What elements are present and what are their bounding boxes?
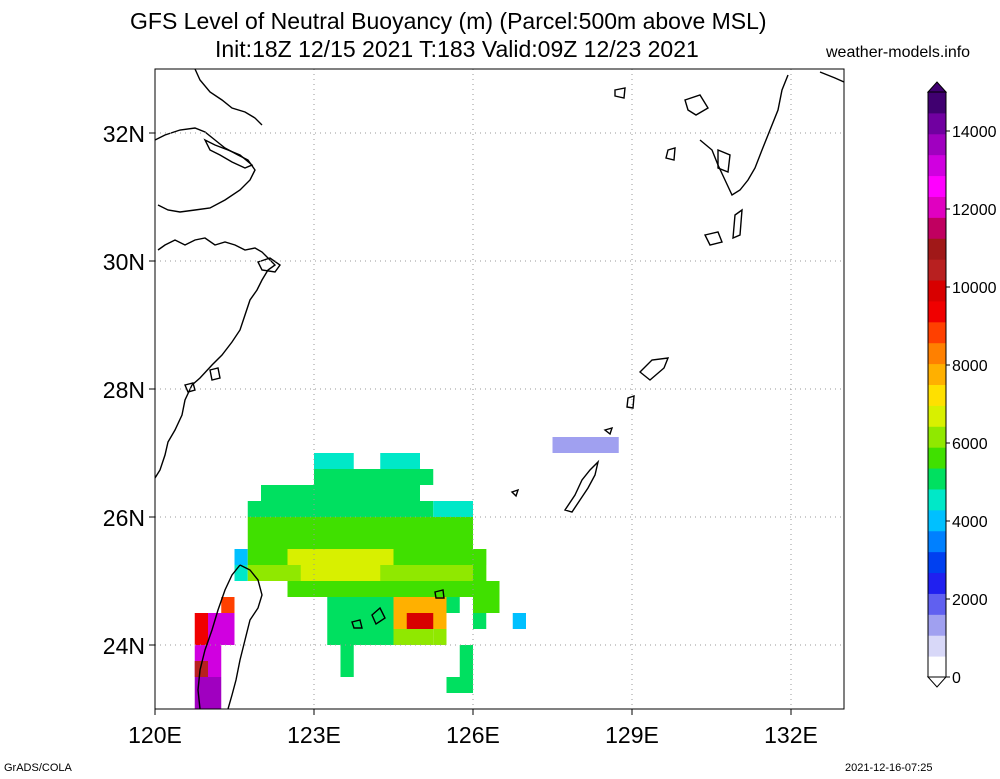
- colorbar-swatch: [928, 196, 946, 218]
- buoyancy-cell: [380, 453, 420, 469]
- buoyancy-cell: [314, 453, 354, 469]
- buoyancy-cell: [393, 629, 434, 645]
- kyushu-coastline: [699, 74, 789, 197]
- buoyancy-cell: [473, 613, 487, 629]
- lon-tick-label: 123E: [287, 722, 341, 748]
- lon-tick-label: 129E: [605, 722, 659, 748]
- colorbar-swatch: [928, 530, 946, 553]
- colorbar-swatch: [928, 405, 946, 427]
- buoyancy-cell: [194, 661, 208, 677]
- colorbar-swatch: [928, 238, 946, 260]
- buoyancy-cell: [367, 469, 434, 485]
- lon-tick-label: 120E: [128, 722, 182, 748]
- buoyancy-field: [194, 437, 619, 709]
- buoyancy-cell: [247, 501, 434, 517]
- colorbar-swatch: [928, 92, 946, 114]
- buoyancy-cell: [340, 645, 354, 677]
- buoyancy-cell: [287, 581, 487, 597]
- axis-labels: 120E 123E 126E 129E 132E 24N 26N 28N 30N 32N: [103, 121, 818, 748]
- yangtze-estuary: [203, 138, 254, 169]
- buoyancy-cell: [194, 613, 208, 645]
- colorbar-swatch: [928, 133, 946, 156]
- colorbar-tick-label: 4000: [952, 514, 988, 531]
- colorbar-max-arrow: [926, 81, 948, 93]
- source-label: weather-models.info: [826, 44, 971, 61]
- buoyancy-cell: [261, 485, 420, 501]
- colorbar-swatch: [928, 384, 946, 406]
- colorbar-swatch: [928, 572, 946, 594]
- colorbar-min-arrow: [926, 676, 948, 688]
- buoyancy-cell: [300, 565, 381, 581]
- lon-tick-label: 132E: [764, 722, 818, 748]
- colorbar-swatch: [928, 426, 946, 448]
- colorbar-swatch: [928, 321, 946, 344]
- buoyancy-cell: [433, 501, 473, 517]
- colorbar-swatch: [928, 488, 946, 511]
- colorbar-swatch: [928, 593, 946, 615]
- lat-tick-label: 28N: [103, 377, 145, 403]
- buoyancy-cell: [314, 469, 381, 485]
- buoyancy-cell: [433, 629, 447, 645]
- colorbar-tick-label: 10000: [952, 280, 997, 297]
- buoyancy-cell: [552, 437, 619, 453]
- lat-tick-label: 26N: [103, 505, 145, 531]
- colorbar-swatch: [928, 259, 946, 281]
- buoyancy-cell: [234, 565, 248, 581]
- buoyancy-cell: [234, 549, 248, 565]
- okinawa-coastline: [563, 459, 600, 513]
- buoyancy-cell: [287, 549, 394, 565]
- colorbar-swatch: [928, 175, 946, 197]
- colorbar-swatch: [928, 154, 946, 177]
- buoyancy-cell: [327, 629, 394, 645]
- colorbar-swatch: [928, 217, 946, 239]
- buoyancy-cell: [406, 613, 434, 629]
- footer-left: GrADS/COLA: [4, 762, 72, 774]
- buoyancy-cell: [247, 517, 473, 533]
- title-line-2: Init:18Z 12/15 2021 T:183 Valid:09Z 12/2…: [215, 36, 699, 62]
- buoyancy-cell: [473, 581, 500, 613]
- colorbar-swatch: [928, 447, 946, 469]
- buoyancy-cell: [512, 613, 526, 629]
- colorbar-swatch: [928, 468, 946, 490]
- colorbar-swatch: [928, 551, 946, 574]
- colorbar-tick-label: 0: [952, 670, 961, 687]
- buoyancy-cell: [247, 533, 473, 549]
- colorbar-tick-label: 2000: [952, 592, 988, 609]
- china-islands: [257, 257, 281, 273]
- colorbar-tick-label: 14000: [952, 124, 997, 141]
- lat-tick-label: 24N: [103, 633, 145, 659]
- colorbar-swatch: [928, 112, 946, 135]
- lon-tick-label: 126E: [446, 722, 500, 748]
- colorbar-swatch: [928, 635, 946, 657]
- title-line-1: GFS Level of Neutral Buoyancy (m) (Parce…: [130, 8, 767, 34]
- lat-tick-label: 30N: [103, 249, 145, 275]
- colorbar-tick-label: 8000: [952, 358, 988, 375]
- colorbar-swatch: [928, 342, 946, 365]
- amami-coastline: [626, 395, 635, 409]
- colorbar-swatch: [928, 656, 946, 678]
- colorbar-swatch: [928, 300, 946, 323]
- buoyancy-cell: [473, 549, 487, 581]
- graticule: [155, 69, 844, 709]
- buoyancy-cell: [446, 677, 473, 693]
- footer-right: 2021-12-16-07:25: [845, 762, 933, 774]
- colorbar-swatch: [928, 509, 946, 532]
- colorbar-swatch: [928, 614, 946, 636]
- coastlines: [155, 69, 844, 709]
- colorbar-tick-label: 12000: [952, 202, 997, 219]
- colorbar-swatch: [928, 363, 946, 385]
- taiwan-coastline: [197, 564, 263, 709]
- goto-islands: [665, 147, 676, 161]
- lat-tick-label: 32N: [103, 121, 145, 147]
- colorbar: 0 2000 4000 6000 8000 10000 12000 14000: [926, 81, 997, 688]
- china-coastline: [155, 237, 277, 479]
- colorbar-tick-label: 6000: [952, 436, 988, 453]
- buoyancy-cell: [459, 645, 473, 677]
- buoyancy-cell: [221, 597, 235, 613]
- north-coast: [194, 69, 263, 126]
- colorbar-swatch: [928, 280, 946, 302]
